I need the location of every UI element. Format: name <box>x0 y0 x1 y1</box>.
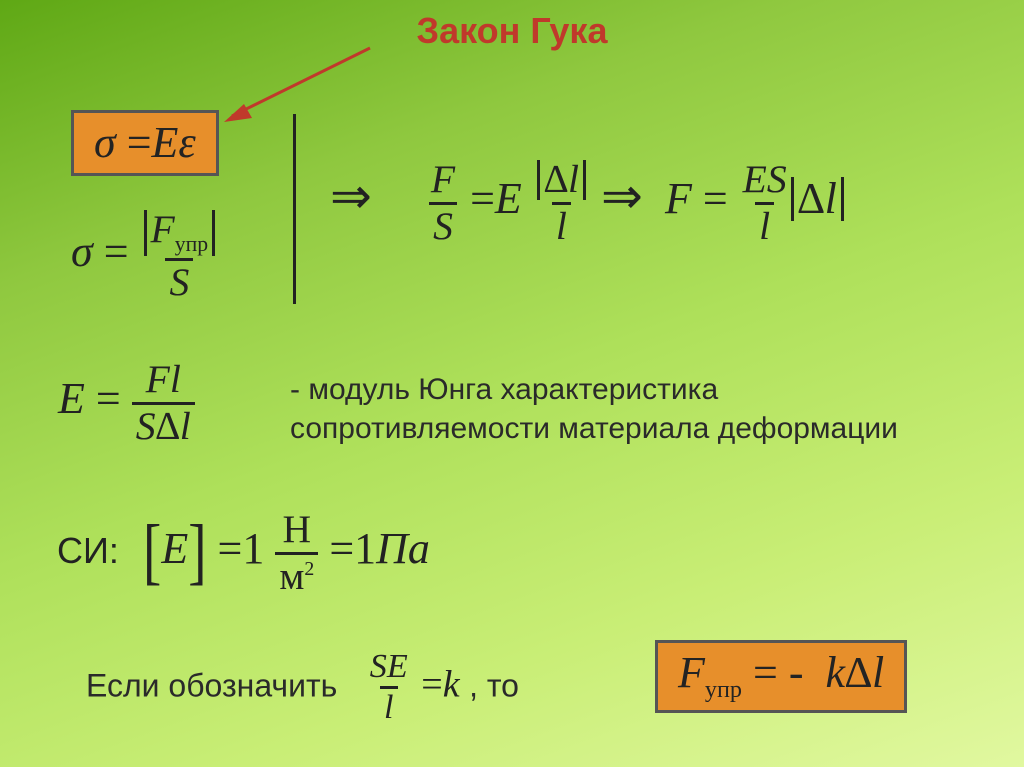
if-label: Если обозначить <box>86 667 337 703</box>
equals: = <box>470 174 495 223</box>
equals: = <box>329 524 354 573</box>
implies-icon: ⇒ <box>330 168 372 224</box>
sigma: σ <box>94 118 116 167</box>
formula-si-units: [E] =1 Н м2 =1Па <box>143 510 430 596</box>
equals: = <box>104 227 129 276</box>
var-S: S <box>370 648 387 685</box>
formula-stress-def: σ = Fупр S <box>71 210 219 302</box>
var-l: l <box>568 157 579 201</box>
equals: = <box>703 174 728 223</box>
sigma: σ <box>71 227 93 276</box>
var-E: E <box>495 174 522 223</box>
var-l: l <box>170 357 181 401</box>
unit-N: Н <box>279 510 316 552</box>
formula-final-hooke: Fупр = - k∆l <box>655 640 907 713</box>
var-l: l <box>872 648 884 697</box>
var-S: S <box>767 157 787 201</box>
page-title: Закон Гука <box>417 10 608 52</box>
var-k: k <box>443 663 460 705</box>
delta: ∆ <box>156 404 180 448</box>
var-l: l <box>380 686 398 725</box>
var-S: S <box>165 258 193 303</box>
arrow-pointer <box>222 46 372 126</box>
bracket-left: [ <box>143 513 161 587</box>
delta: ∆ <box>544 157 568 201</box>
var-E: E <box>387 648 408 685</box>
formula-young-modulus: E = Fl S∆l <box>58 360 195 446</box>
equals: = <box>96 374 121 423</box>
equals: = <box>127 118 152 167</box>
equals: = <box>218 524 243 573</box>
then-label: , то <box>469 667 519 703</box>
var-F: F <box>678 648 705 697</box>
one: 1 <box>242 524 264 573</box>
desc-line2: сопротивляемости материала деформации <box>290 412 898 445</box>
squared: 2 <box>304 557 314 579</box>
si-label: СИ: <box>57 530 119 572</box>
equals: = <box>753 648 778 697</box>
var-S: S <box>136 404 156 448</box>
delta: ∆ <box>845 648 872 697</box>
formula-stiffness-def: Если обозначить SE l =k , то <box>86 650 519 725</box>
delta: ∆ <box>798 174 825 223</box>
var-eps: ε <box>178 118 195 167</box>
var-F: F <box>151 207 175 251</box>
vertical-separator <box>293 114 296 304</box>
var-F: F <box>427 160 459 202</box>
formula-derivation: ⇒ FS =E ∆l l ⇒ F = ES l ∆l <box>330 160 844 246</box>
var-S: S <box>429 202 457 247</box>
formula-hooke-law-box: σ =Eε <box>71 110 219 176</box>
var-E: E <box>152 118 179 167</box>
var-F: F <box>146 357 170 401</box>
implies-icon: ⇒ <box>601 168 643 224</box>
bracket-right: ] <box>188 513 206 587</box>
unit-Pa: Па <box>376 524 430 573</box>
var-E: E <box>743 157 767 201</box>
var-E: E <box>161 524 188 573</box>
var-l: l <box>552 202 571 247</box>
var-l: l <box>755 202 774 247</box>
young-modulus-description: - модуль Юнга характеристика сопротивляе… <box>290 370 898 448</box>
sub-upr: упр <box>175 232 208 256</box>
var-E: E <box>58 374 85 423</box>
sub-upr: упр <box>705 676 742 703</box>
var-F: F <box>665 174 692 223</box>
var-l: l <box>825 174 837 223</box>
minus: - <box>789 648 804 697</box>
one: 1 <box>354 524 376 573</box>
desc-line1: - модуль Юнга характеристика <box>290 373 718 406</box>
var-l: l <box>180 404 191 448</box>
var-k: k <box>826 648 846 697</box>
equals: = <box>421 663 442 705</box>
unit-m: м <box>279 554 304 598</box>
